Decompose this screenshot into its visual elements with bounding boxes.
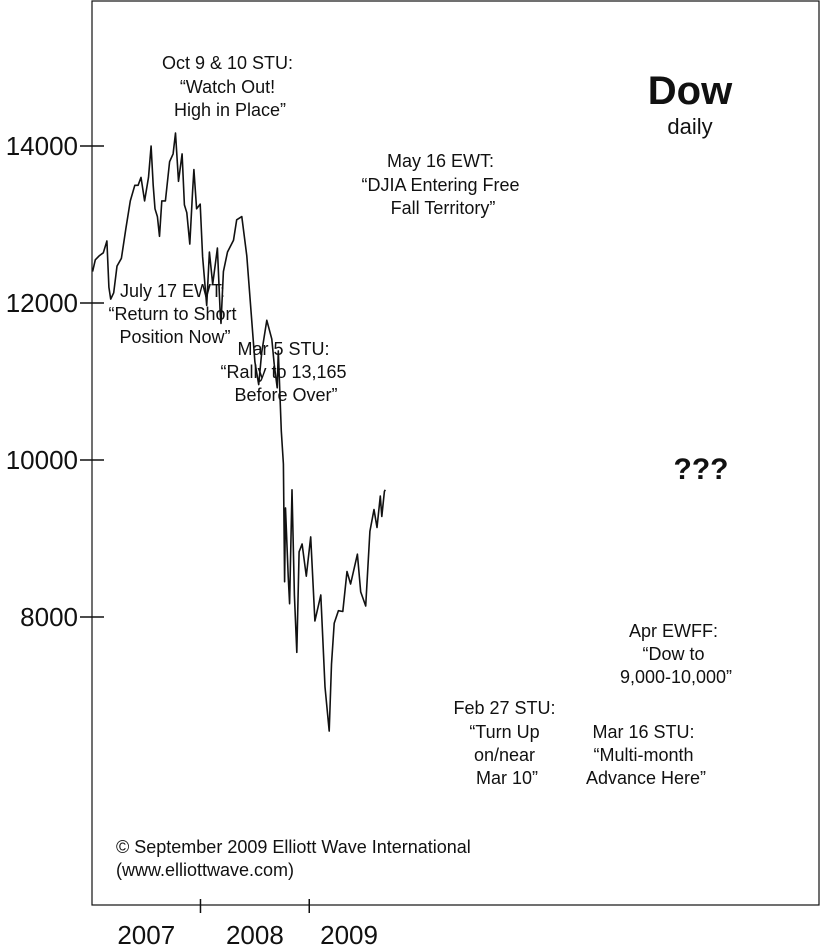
chart-subtitle: daily xyxy=(667,114,712,139)
year-label: 2009 xyxy=(320,920,378,946)
annotation-feb-2009: Feb 27 STU: “Turn Up on/near Mar 10” xyxy=(453,698,560,788)
price-series xyxy=(91,132,386,732)
annotation-apr-2009: Apr EWFF: “Dow to 9,000-10,000” xyxy=(620,621,732,687)
annotation-oct-2007: Oct 9 & 10 STU: “Watch Out! High in Plac… xyxy=(162,53,298,120)
annotation-mar-2009: Mar 16 STU: “Multi-month Advance Here” xyxy=(586,722,706,788)
y-tick-label: 8000 xyxy=(20,602,78,632)
dow-line xyxy=(91,132,386,732)
y-axis: 8000 10000 12000 14000 xyxy=(6,131,104,632)
annotation-jul-2007: July 17 EWT: “Return to Short Position N… xyxy=(108,281,241,347)
year-label: 2007 xyxy=(117,920,175,946)
x-axis: 2007 2008 2009 xyxy=(117,899,378,946)
year-label: 2008 xyxy=(226,920,284,946)
plot-frame xyxy=(91,0,820,906)
copyright-note: © September 2009 Elliott Wave Internatio… xyxy=(116,837,476,880)
y-tick-label: 12000 xyxy=(6,288,78,318)
annotation-mar-2008: Mar 5 STU: “Rally to 13,165 Before Over” xyxy=(220,339,351,405)
chart-title: Dow xyxy=(648,69,733,113)
annotation-may-2008: May 16 EWT: “DJIA Entering Free Fall Ter… xyxy=(361,151,524,218)
y-tick-label: 10000 xyxy=(6,445,78,475)
question-marks: ??? xyxy=(674,453,729,486)
y-tick-label: 14000 xyxy=(6,131,78,161)
